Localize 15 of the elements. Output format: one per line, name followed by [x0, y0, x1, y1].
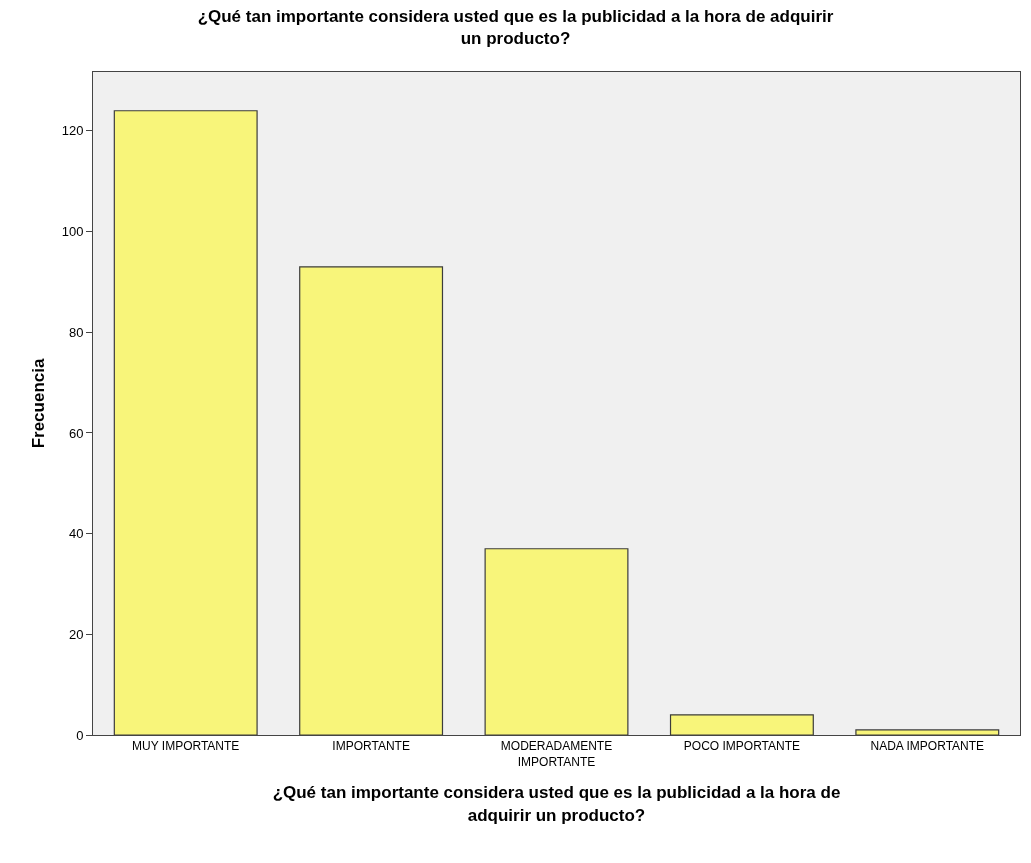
- y-tick-label: 120: [61, 123, 84, 139]
- y-tick-label: 80: [68, 324, 84, 340]
- y-tick-label: 20: [68, 626, 84, 642]
- y-tick-label: 40: [68, 526, 84, 542]
- x-tick-label: MODERADAMENTE IMPORTANTE: [500, 739, 613, 769]
- y-tick-label: 0: [76, 727, 84, 743]
- x-tick-label: POCO IMPORTANTE: [683, 739, 801, 754]
- y-tick-label: 100: [61, 224, 84, 240]
- x-axis-title: ¿Qué tan importante considera usted que es la publicidad a la hora de adquirir un producto?: [272, 783, 841, 825]
- y-axis-title: Frecuencia: [29, 358, 49, 449]
- y-tick-label: 60: [68, 425, 84, 441]
- x-tick-label: NADA IMPORTANTE: [870, 739, 985, 754]
- x-tick-label: IMPORTANTE: [332, 739, 410, 754]
- x-tick-label: MUY IMPORTANTE: [132, 739, 240, 754]
- chart-title: ¿Qué tan importante considera usted que es la publicidad a la hora de adquirir un producto?: [197, 6, 834, 48]
